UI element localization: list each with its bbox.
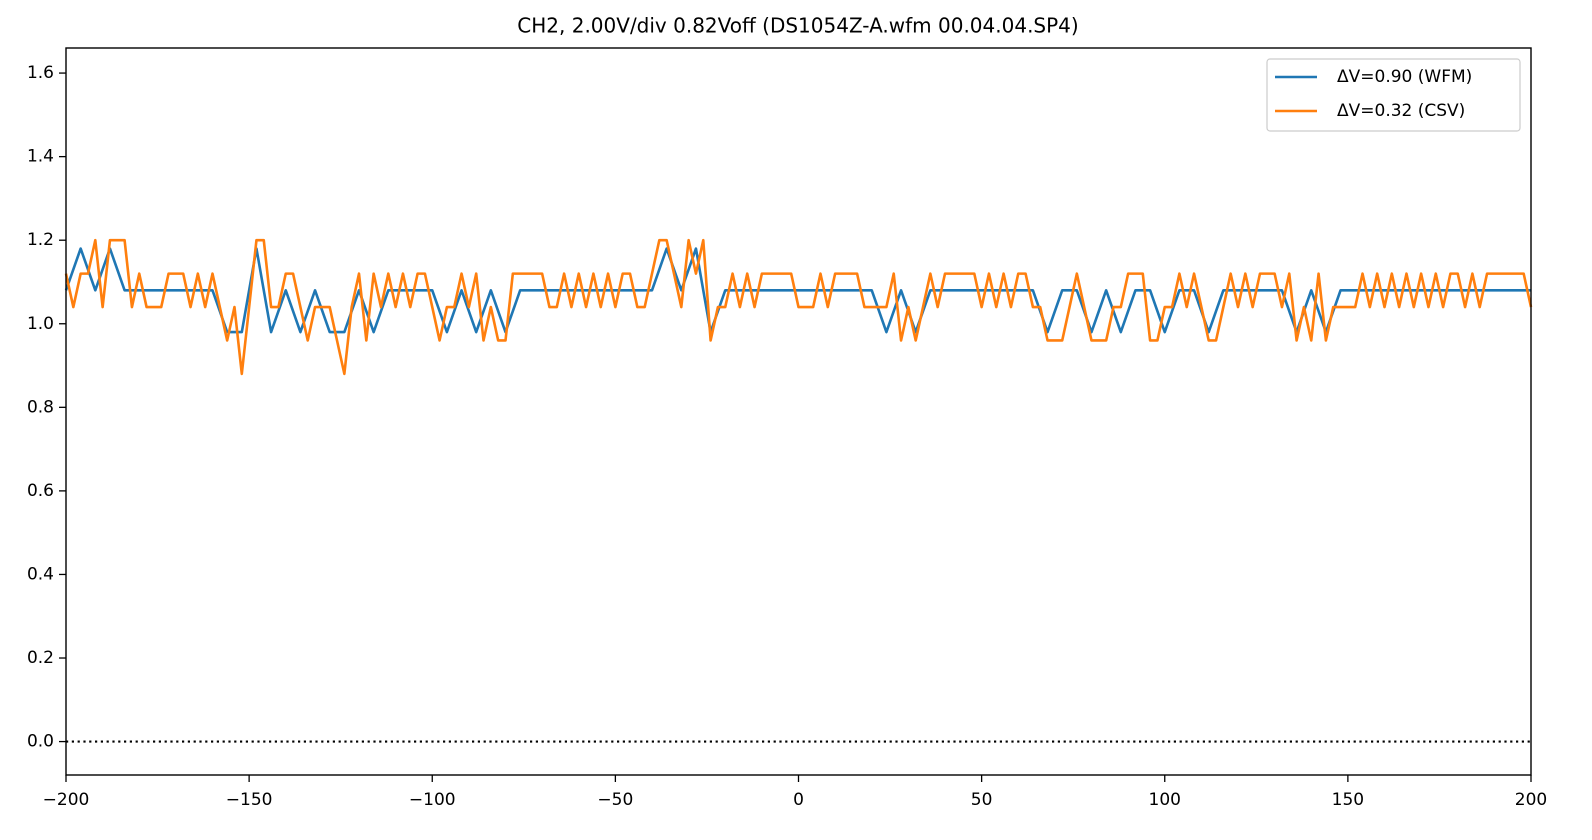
legend-label: ΔV=0.90 (WFM) <box>1337 67 1472 87</box>
y-tick-label: 0.4 <box>27 564 54 584</box>
legend-box <box>1266 58 1521 132</box>
y-tick-label: 0.2 <box>27 648 54 668</box>
legend-label: ΔV=0.32 (CSV) <box>1337 101 1465 121</box>
y-tick-label: 0.8 <box>27 397 54 417</box>
x-tick-label: −150 <box>226 790 273 810</box>
y-tick-label: 0.0 <box>27 732 54 752</box>
x-tick-label: −200 <box>43 790 90 810</box>
x-tick-label: 150 <box>1332 790 1364 810</box>
y-tick-label: 1.4 <box>27 147 54 167</box>
y-tick-label: 1.6 <box>27 63 54 83</box>
x-tick-label: −50 <box>597 790 633 810</box>
data-line <box>64 238 1533 376</box>
data-line <box>64 247 1531 334</box>
x-tick-label: 200 <box>1515 790 1547 810</box>
y-tick-label: 1.2 <box>27 230 54 250</box>
x-tick-label: 0 <box>793 790 804 810</box>
x-tick-label: −100 <box>409 790 456 810</box>
y-tick-label: 1.0 <box>27 314 54 334</box>
x-tick-label: 100 <box>1149 790 1181 810</box>
x-tick-label: 50 <box>971 790 993 810</box>
y-tick-label: 0.6 <box>27 481 54 501</box>
chart-title: CH2, 2.00V/div 0.82Voff (DS1054Z-A.wfm 0… <box>517 14 1078 38</box>
